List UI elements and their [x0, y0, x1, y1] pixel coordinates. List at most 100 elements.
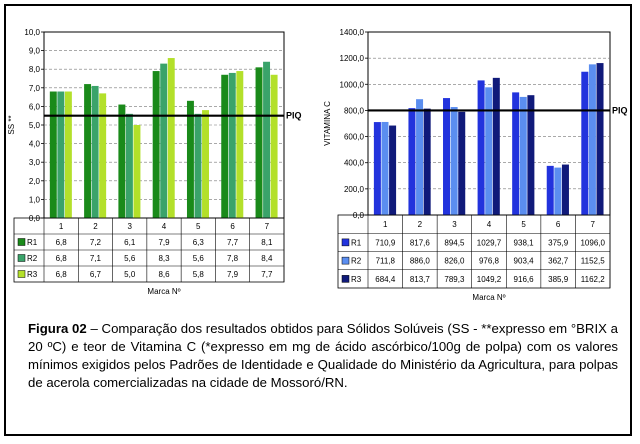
- chart1-data-label: 7,8: [227, 254, 239, 263]
- chart1-category-label: 4: [162, 222, 167, 231]
- chart2-y-axis-label: VITAMINA C: [323, 101, 332, 146]
- chart1-data-label: 7,7: [261, 270, 273, 279]
- chart1-bar-r3: [167, 58, 175, 218]
- chart1-data-label: 6,7: [90, 270, 102, 279]
- chart1-legend-swatch-r3: [17, 270, 26, 278]
- chart1-bar-r3: [270, 74, 278, 218]
- chart1-data-label: 8,3: [158, 254, 170, 263]
- chart2-data-label: 710,9: [375, 238, 396, 247]
- chart1-y-tick-label: 4,0: [29, 140, 41, 149]
- chart1-y-tick-label: 0,0: [29, 214, 41, 223]
- chart1-category-label: 7: [265, 222, 270, 231]
- chart1-data-label: 6,8: [56, 254, 68, 263]
- chart1-y-tick-label: 3,0: [29, 158, 41, 167]
- chart2-data-label: 375,9: [548, 238, 569, 247]
- chart2-data-label: 1029,7: [477, 238, 502, 247]
- caption-text: – Comparação dos resultados obtidos para…: [28, 321, 618, 390]
- chart2-data-label: 903,4: [514, 257, 535, 266]
- chart2-data-label: 1162,2: [581, 275, 605, 284]
- chart2-category-label: 5: [521, 220, 526, 229]
- chart2-bar-r2: [381, 121, 389, 215]
- chart2-category-label: 3: [452, 220, 457, 229]
- chart2-bar-r1: [408, 108, 416, 215]
- chart2-data-label: 789,3: [444, 275, 465, 284]
- chart1-bar-r2: [125, 113, 133, 218]
- chart1-data-label: 6,3: [193, 238, 205, 247]
- chart2-y-tick-label: 800,0: [344, 106, 365, 115]
- chart1-category-label: 3: [127, 222, 132, 231]
- chart1-data-label: 6,8: [56, 270, 68, 279]
- chart1-y-axis-label: SS **: [7, 115, 16, 134]
- chart1-bar-r3: [133, 125, 141, 218]
- chart1-bar-r1: [118, 104, 126, 218]
- chart2-bar-r1: [512, 92, 520, 215]
- chart1-bar-r2: [194, 113, 202, 218]
- chart2-data-label: 813,7: [410, 275, 431, 284]
- chart2-legend-swatch-r1: [341, 238, 350, 247]
- chart2-category-label: 6: [556, 220, 561, 229]
- chart2-y-tick-label: 200,0: [344, 185, 365, 194]
- chart2-y-tick-label: 600,0: [344, 133, 365, 142]
- chart2-y-tick-label: 0,0: [353, 211, 365, 220]
- chart1-legend-swatch-r2: [17, 254, 26, 262]
- chart2-bar-r2: [519, 96, 527, 215]
- chart1-bar-r2: [160, 63, 168, 219]
- chart2-legend-label: R1: [351, 238, 362, 247]
- chart2-legend-label: R3: [351, 275, 362, 284]
- chart2-data-label: 1152,5: [581, 257, 605, 266]
- chart2-bar-r2: [416, 99, 424, 215]
- chart2-category-label: 7: [590, 220, 595, 229]
- chart2-data-label: 976,8: [479, 257, 500, 266]
- chart2-legend-label: R2: [351, 257, 362, 266]
- chart2-data-label: 916,6: [514, 275, 535, 284]
- chart2-bar-r3: [561, 164, 569, 215]
- chart1-data-label: 7,9: [227, 270, 239, 279]
- chart1-y-tick-label: 2,0: [29, 177, 41, 186]
- chart1-legend-label: R2: [27, 254, 38, 263]
- chart2-data-label: 817,6: [410, 238, 431, 247]
- chart1-category-label: 6: [230, 222, 235, 231]
- chart1-bar-r2: [57, 91, 65, 218]
- chart2-bar-r3: [492, 77, 500, 215]
- chart2-data-label: 385,9: [548, 275, 569, 284]
- chart2-data-label: 886,0: [410, 257, 431, 266]
- chart2-data-label: 894,5: [444, 238, 465, 247]
- chart2-bar-r1: [581, 71, 589, 215]
- chart1-data-label: 7,1: [90, 254, 102, 263]
- chart2-legend-swatch-r2: [341, 256, 350, 265]
- chart1-legend-label: R1: [27, 238, 38, 247]
- chart1-legend-swatch-r1: [17, 238, 26, 246]
- chart1-piq-label: PIQ: [286, 111, 302, 121]
- chart1-bar-r3: [202, 110, 209, 218]
- chart1-category-label: 2: [93, 222, 98, 231]
- chart1-bar-r2: [91, 85, 99, 218]
- chart1-data-label: 5,0: [124, 270, 136, 279]
- chart2-bar-r1: [373, 122, 381, 215]
- chart2-category-label: 4: [487, 220, 492, 229]
- chart1-data-label: 7,7: [227, 238, 239, 247]
- chart1-y-tick-label: 10,0: [24, 28, 40, 37]
- chart2-data-label: 362,7: [548, 257, 569, 266]
- chart2-y-tick-label: 1400,0: [340, 28, 365, 37]
- chart2-piq-label: PIQ: [612, 105, 628, 115]
- chart1-y-tick-label: 9,0: [29, 47, 41, 56]
- chart1-y-tick-label: 8,0: [29, 65, 41, 74]
- chart1-y-tick-label: 1,0: [29, 195, 41, 204]
- chart2-data-label: 938,1: [514, 238, 535, 247]
- chart2-bar-r2: [450, 107, 458, 215]
- chart1-bar-r1: [255, 67, 263, 218]
- chart1-x-axis-label: Marca Nº: [147, 287, 180, 296]
- chart2-bar-r1: [443, 98, 451, 215]
- chart1-data-label: 5,8: [193, 270, 205, 279]
- chart2-bar-r3: [389, 125, 397, 215]
- chart2-data-label: 1096,0: [580, 238, 605, 247]
- chart2-bar-r2: [485, 87, 493, 215]
- chart2-data-label: 711,8: [376, 257, 396, 266]
- chart2-legend-swatch-r3: [341, 275, 350, 283]
- chart1-category-label: 1: [59, 222, 64, 231]
- chart1-data-label: 5,6: [124, 254, 136, 263]
- chart1-bar-r3: [64, 91, 72, 218]
- chart2-y-tick-label: 400,0: [344, 159, 365, 168]
- chart1-data-label: 6,1: [124, 238, 136, 247]
